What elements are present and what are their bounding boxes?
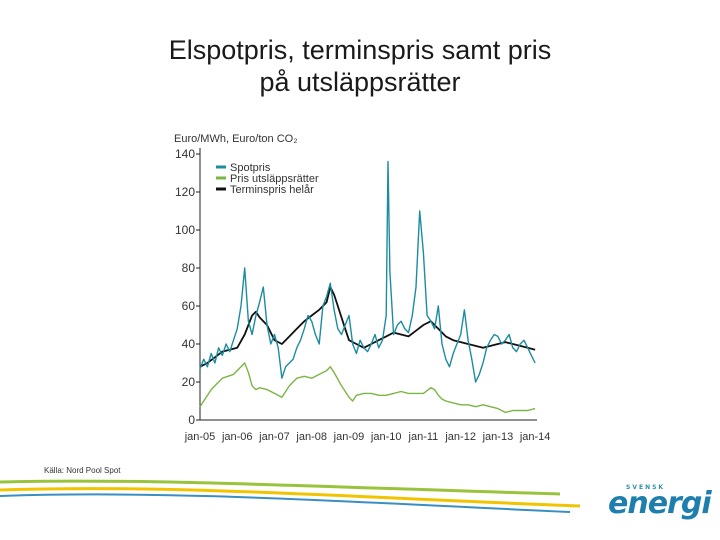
price-chart: Euro/MWh, Euro/ton CO₂ 0 20 40 60 80 100 120 140… [174,133,550,443]
x-tick-label: jan-08 [295,431,327,443]
swoosh-blue-stroke [0,493,571,513]
series-line-forward [199,286,536,368]
y-tick-label: 60 [182,299,196,313]
logo-top-text: SVENSK [626,484,666,491]
slide-title-line-1: Elspotpris, terminspris samt pris [168,35,552,65]
y-tick-label: 120 [175,185,195,199]
logo-main-text: energi [608,486,712,521]
y-tick-label: 100 [175,223,195,237]
legend-label-spot: Spotpris [230,162,271,174]
svensk-energi-logo: SVENSK energi [606,484,712,524]
y-tick-label: 0 [188,413,195,427]
x-tick-label: jan-09 [333,431,365,443]
series-line-emission [199,362,536,414]
x-tick-label: jan-10 [370,431,402,443]
swoosh-green-stroke [0,479,561,496]
x-tick-label: jan-06 [221,431,253,443]
slide-title-line-2: på utsläppsrätter [259,67,461,97]
x-tick-label: jan-11 [408,431,439,443]
x-tick-label: jan-12 [444,431,476,443]
legend-label-forward: Terminspris helår [230,184,314,196]
y-tick-label: 140 [175,147,195,161]
x-tick-label: jan-13 [482,431,514,443]
y-axis-title: Euro/MWh, Euro/ton CO₂ [174,133,297,145]
y-tick-label: 40 [182,337,196,351]
slide-title: Elspotpris, terminspris samt pris på uts… [0,34,720,98]
swoosh-yellow-stroke [0,487,581,508]
decorative-swoosh [0,479,581,513]
y-tick-label: 20 [182,375,196,389]
x-tick-label: jan-07 [258,431,290,443]
x-tick-label: jan-05 [184,431,216,443]
series-line-spot [199,160,536,383]
source-note: Källa: Nord Pool Spot [44,466,121,475]
x-tick-label: jan-14 [519,431,550,443]
legend-label-emission: Pris utsläppsrätter [230,173,319,185]
y-tick-label: 80 [182,261,196,275]
